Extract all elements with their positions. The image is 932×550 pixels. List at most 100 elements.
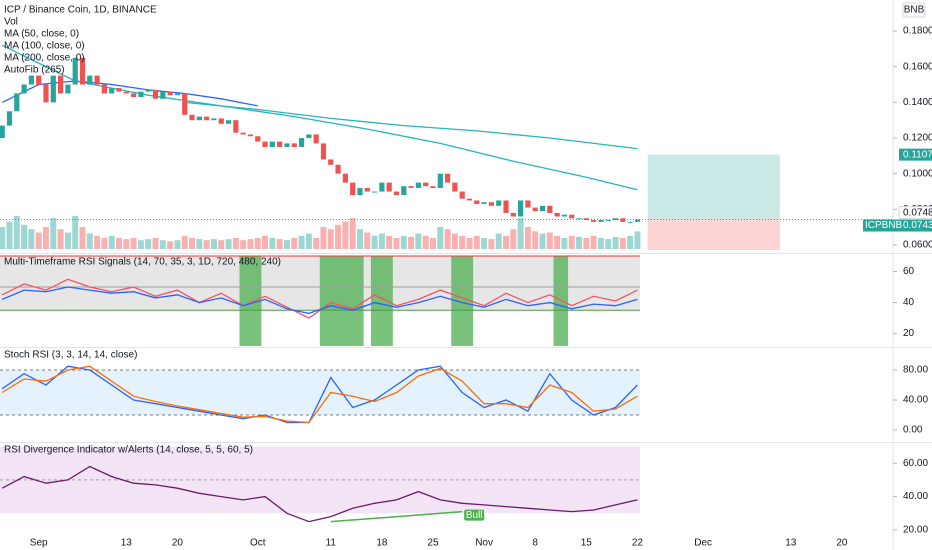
candle	[269, 141, 275, 147]
candle	[583, 218, 589, 221]
candle	[510, 212, 516, 217]
candle	[620, 218, 626, 222]
signal-column	[319, 256, 364, 346]
volume-bar	[437, 227, 444, 249]
volume-bar	[262, 235, 269, 249]
y-tick-label: 0.0600	[903, 240, 932, 251]
divergence-line	[330, 510, 463, 523]
volume-bar	[488, 239, 495, 249]
volume-bar	[247, 239, 254, 249]
candle	[488, 202, 495, 206]
volume-bar	[94, 235, 101, 249]
volume-bar	[386, 235, 393, 249]
volume-bar	[21, 224, 28, 249]
volume-bar	[561, 238, 568, 249]
volume-bar	[123, 239, 130, 249]
candle	[605, 220, 611, 222]
entry-label: 0.0748	[903, 207, 932, 218]
x-tick-label: Nov	[475, 538, 493, 549]
volume-bar	[86, 233, 93, 249]
volume-bar	[408, 236, 415, 249]
candle	[459, 191, 465, 199]
volume-bar	[210, 239, 217, 249]
y-tick-label: 60.00	[903, 458, 928, 469]
volume-bar	[6, 221, 13, 249]
y-tick-label: 20.00	[903, 525, 928, 536]
volume-bar	[444, 229, 451, 249]
candle	[437, 173, 443, 188]
volume-bar	[473, 235, 480, 249]
y-tick-label: 0.1400	[903, 97, 932, 108]
ma-legend: MA (200, close, 0)	[4, 53, 85, 64]
candle	[79, 57, 86, 85]
volume-bar	[371, 235, 378, 249]
volume-bar	[79, 227, 86, 249]
indicator-line	[1, 365, 638, 424]
volume-bar	[291, 238, 298, 249]
ma-legend: MA (50, close, 0)	[4, 29, 79, 40]
volume-bar	[481, 238, 488, 249]
candle	[313, 134, 319, 144]
volume-bar	[269, 238, 276, 249]
candle	[233, 120, 239, 133]
y-tick-label: 0.1200	[903, 133, 932, 144]
indicator-line	[1, 278, 638, 319]
candle	[109, 88, 115, 94]
volume-bar	[524, 227, 531, 249]
candle	[539, 205, 546, 212]
volume-bar	[174, 240, 181, 249]
candle	[525, 200, 531, 208]
volume-bar	[503, 235, 510, 249]
candle	[576, 218, 582, 220]
volume-bar	[254, 238, 261, 249]
position-loss	[647, 218, 780, 251]
candle	[21, 84, 27, 94]
volume-bar	[532, 231, 539, 249]
candle	[569, 214, 575, 219]
x-tick-label: Dec	[694, 538, 712, 549]
volume-bar	[415, 233, 422, 249]
volume-bar	[305, 233, 312, 249]
entry-box	[898, 206, 932, 220]
volume-bar	[400, 235, 407, 249]
volume-bar	[576, 236, 583, 249]
candle	[182, 93, 188, 115]
signal-column	[239, 256, 262, 346]
volume-bar	[108, 235, 115, 249]
volume-bar	[50, 218, 57, 249]
volume-bar	[64, 232, 71, 249]
volume-bar	[116, 238, 123, 249]
volume-bar	[335, 224, 342, 249]
y-tick-label: 40.00	[903, 491, 928, 502]
candle	[298, 138, 305, 147]
volume-bar	[159, 240, 166, 249]
x-tick-label: 8	[532, 538, 538, 549]
candle	[14, 93, 20, 112]
candle	[371, 191, 378, 193]
candle	[350, 182, 356, 196]
y-tick-label: 0.1800	[903, 26, 932, 37]
candle	[116, 88, 122, 92]
currency-button[interactable]	[902, 2, 926, 18]
moving-average	[1, 80, 258, 107]
volume-bar	[356, 229, 363, 249]
candle	[50, 75, 56, 103]
volume-bar	[130, 238, 137, 249]
volume-bar	[619, 238, 626, 249]
panel-title: RSI Divergence Indicator w/Alerts (14, c…	[4, 445, 253, 456]
candle	[386, 182, 392, 192]
candle	[284, 143, 290, 147]
candle	[240, 132, 246, 135]
x-tick-label: 13	[121, 538, 133, 549]
x-tick-label: 20	[172, 538, 184, 549]
candle	[547, 205, 553, 213]
candle	[65, 84, 71, 94]
candle	[561, 214, 568, 217]
moving-average	[184, 101, 638, 150]
volume-bar	[349, 218, 356, 249]
volume-bar	[627, 235, 634, 249]
volume-bar	[459, 235, 466, 249]
volume-bar	[57, 229, 64, 249]
volume-bar	[189, 238, 196, 249]
signal-column	[370, 256, 393, 346]
